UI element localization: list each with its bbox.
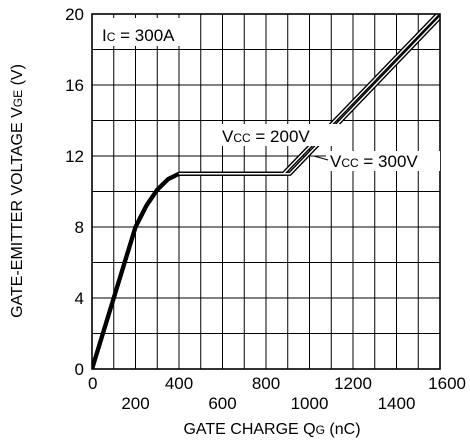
plot-frame [91, 13, 441, 370]
y-axis-title: GATE-EMITTER VOLTAGE VGE (V) [9, 64, 26, 318]
x-tick-label: 400 [165, 374, 193, 393]
y-tick-label: 16 [65, 76, 84, 95]
vcc300-label-background [326, 151, 440, 171]
y-tick-label: 0 [75, 360, 84, 379]
x-tick-label: 0 [88, 374, 97, 393]
vcc300-label: VCC = 300V [330, 152, 418, 171]
y-tick-label: 8 [75, 218, 84, 237]
y-tick-label: 4 [75, 289, 84, 308]
y-tick-label: 20 [65, 5, 84, 24]
x-axis-title: GATE CHARGE QG (nC) [183, 421, 360, 438]
ic-annotation: IC = 300A [102, 26, 175, 45]
vcc300-leader-line [313, 155, 329, 161]
x-tick-label: 1200 [334, 374, 372, 393]
vcc200-label: VCC = 200V [222, 127, 310, 146]
series-layer [92, 14, 440, 369]
x-tick-label: 1000 [291, 394, 329, 413]
x-tick-label: 600 [208, 394, 236, 413]
vcc200-label-background [218, 124, 340, 146]
shared-initial-segment [92, 172, 180, 369]
tick-labels: 0 200 400 600 800 1000 1200 1400 1600 0 4 8 12 16 20 [65, 5, 466, 413]
x-tick-label: 200 [121, 394, 149, 413]
grid [92, 14, 440, 369]
x-tick-label: 800 [252, 374, 280, 393]
y-tick-label: 12 [65, 147, 84, 166]
x-tick-label: 1600 [428, 374, 466, 393]
ic-label-background [96, 18, 198, 46]
x-tick-label: 1400 [378, 394, 416, 413]
